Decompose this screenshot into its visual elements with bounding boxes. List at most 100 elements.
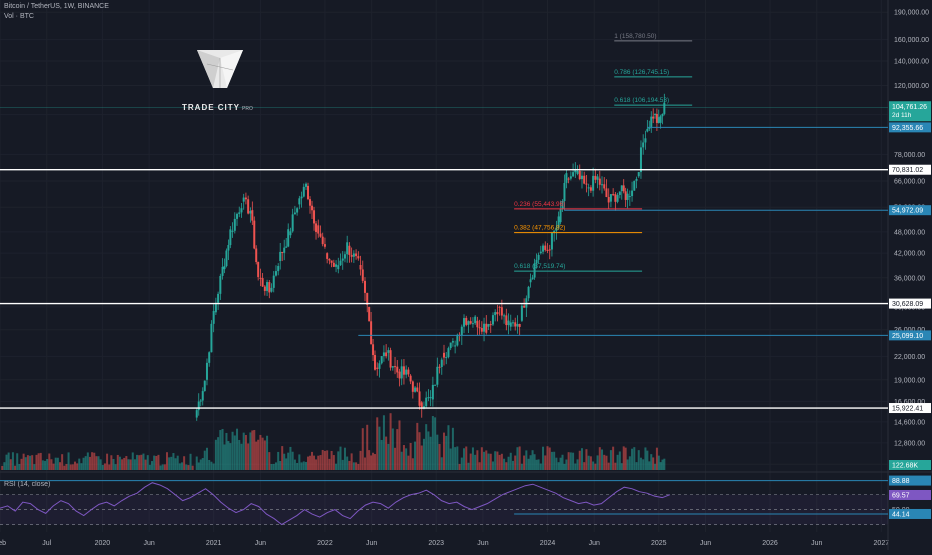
volume-bar [3, 462, 6, 470]
volume-bar [655, 447, 658, 470]
volume-bar [309, 455, 312, 470]
candle-body [463, 318, 466, 327]
candle-body [255, 248, 258, 263]
fib-level-label: 0.618 (106,194.53) [614, 97, 669, 104]
volume-bar [255, 441, 258, 470]
volume-bar [116, 454, 119, 470]
candle-body [283, 247, 286, 253]
volume-bar [277, 451, 280, 470]
volume-bar [114, 464, 117, 470]
volume-bar [187, 465, 190, 470]
volume-bar [569, 452, 572, 470]
candle-body [407, 369, 410, 375]
volume-bar [503, 458, 506, 470]
candle-body [396, 366, 399, 373]
volume-bar [374, 454, 377, 470]
volume-bar [178, 463, 181, 470]
volume-bar [225, 432, 228, 470]
fib-level-label: 1 (158,780.50) [614, 33, 656, 40]
volume-bar [9, 459, 12, 470]
logo-tag: PRO [242, 106, 253, 112]
time-axis-label: 2026 [762, 540, 778, 547]
volume-bar [346, 456, 349, 470]
candle-body [633, 180, 636, 191]
volume-bar [574, 463, 577, 470]
volume-bar [418, 432, 421, 470]
candle-body [225, 250, 228, 267]
candle-body [281, 251, 284, 253]
volume-bar [337, 451, 340, 470]
rsi-title: RSI (14, close) [4, 481, 50, 488]
volume-bar [405, 448, 408, 470]
volume-bar [548, 447, 551, 470]
volume-bar [585, 449, 588, 470]
candle-body [359, 264, 362, 270]
volume-bar [366, 424, 369, 470]
candle-body [201, 391, 204, 401]
candle-body [197, 401, 200, 411]
volume-bar [478, 462, 481, 470]
price-tick-label: 42,000.00 [894, 251, 925, 258]
volume-bar [507, 456, 510, 470]
candle-body [546, 249, 549, 251]
volume-bar [319, 455, 322, 470]
volume-bar [123, 457, 126, 470]
candle-body [402, 366, 405, 375]
volume-bar [449, 448, 452, 470]
level-price-tag [889, 205, 931, 216]
volume-bar [296, 462, 299, 470]
time-axis-label: Jun [477, 540, 488, 547]
candle-body [217, 293, 220, 303]
volume-bar [170, 456, 173, 470]
candle-body [544, 245, 547, 250]
volume-bar [509, 452, 512, 470]
volume-bar [372, 452, 375, 470]
volume-bar [578, 450, 581, 470]
volume-bar [652, 457, 655, 470]
volume-bar [144, 459, 147, 470]
volume-bar [210, 461, 213, 470]
candle-body [319, 233, 322, 237]
candle-body [212, 311, 215, 324]
candle-body [343, 254, 346, 259]
candle-body [648, 127, 651, 129]
volume-bar [101, 464, 104, 470]
volume-bar [37, 453, 40, 470]
candle-body [655, 113, 658, 123]
volume-bar [460, 457, 463, 470]
candle-body [509, 322, 512, 327]
candle-body [263, 286, 266, 291]
candle-body [471, 323, 474, 325]
volume-bar [635, 462, 638, 470]
candle-body [274, 271, 277, 276]
candle-body [576, 170, 579, 174]
volume-bar [106, 453, 109, 470]
candle-body [321, 236, 324, 245]
volume-bar [61, 454, 64, 470]
volume-bar [463, 448, 466, 470]
current-price-tag [889, 101, 931, 122]
volume-bar [317, 455, 320, 470]
volume-bar [429, 436, 432, 470]
volume-bar [205, 447, 208, 470]
candle-body [414, 387, 417, 392]
volume-bar [400, 451, 403, 470]
current-price-label: 104,761.26 [892, 104, 927, 111]
volume-bar [219, 430, 222, 470]
volume-bar [293, 459, 296, 470]
volume-bar [97, 456, 100, 470]
candle-body [348, 245, 351, 255]
candle-body [559, 208, 562, 223]
price-tick-label: 19,000.00 [894, 377, 925, 384]
volume-bar [527, 458, 530, 470]
volume-bar [26, 455, 29, 470]
volume-bar [422, 438, 425, 470]
candle-body [474, 316, 477, 324]
volume-bar [155, 455, 158, 470]
rsi-tick-label: 44.14 [892, 511, 910, 518]
volume-bar [129, 459, 132, 470]
volume-bar [376, 417, 379, 470]
volume-bar [121, 459, 124, 470]
time-axis-label: Jun [143, 540, 154, 547]
